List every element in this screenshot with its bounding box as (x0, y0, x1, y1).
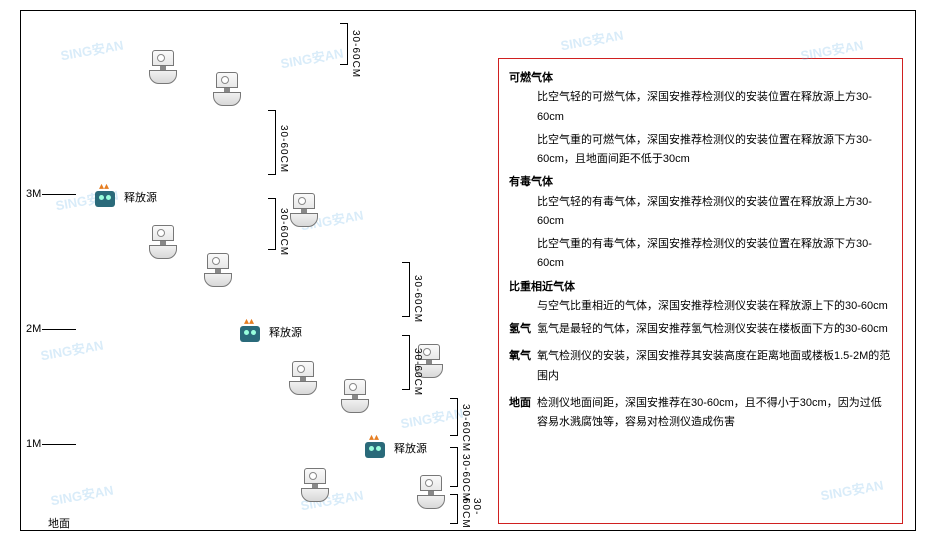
detector-icon (340, 379, 370, 413)
y-axis-label: 1M (26, 438, 41, 450)
dimension-bracket (340, 23, 348, 65)
dimension-label: 30-60CM (350, 30, 361, 78)
release-source-icon: ▴▴ (240, 318, 266, 344)
dimension-label: 30-60CM (278, 208, 289, 256)
info-row: 地面检测仪地面间距，深国安推荐在30-60cm，且不得小于30cm，因为过低容易… (509, 394, 892, 437)
ground-label: 地面 (48, 515, 70, 531)
detector-icon (148, 50, 178, 84)
dimension-bracket (402, 262, 410, 317)
info-inline-title: 氢气 (509, 320, 537, 343)
dimension-label: 30-60CM (460, 454, 471, 502)
info-panel: 可燃气体比空气轻的可燃气体，深国安推荐检测仪的安装位置在释放源上方30-60cm… (498, 58, 903, 524)
dimension-bracket (450, 494, 458, 524)
info-paragraph: 比空气轻的可燃气体，深国安推荐检测仪的安装位置在释放源上方30-60cm (537, 88, 892, 127)
dimension-label: 30-60CM (460, 404, 471, 452)
dimension-label: 30-60CM (460, 498, 482, 541)
dimension-bracket (450, 398, 458, 436)
detector-icon (289, 193, 319, 227)
y-axis-label: 3M (26, 188, 41, 200)
info-section-title: 有毒气体 (509, 173, 892, 192)
info-paragraph: 氢气是最轻的气体，深国安推荐氢气检测仪安装在楼板面下方的30-60cm (537, 320, 892, 339)
info-row: 氢气氢气是最轻的气体，深国安推荐氢气检测仪安装在楼板面下方的30-60cm (509, 320, 892, 343)
info-section-title: 比重相近气体 (509, 278, 892, 297)
release-source-label: 释放源 (124, 189, 157, 205)
info-row: 氧气氧气检测仪的安装，深国安推荐其安装高度在距离地面或楼板1.5-2M的范围内 (509, 347, 892, 390)
detector-icon (203, 253, 233, 287)
y-axis-tick (42, 444, 76, 445)
release-source-label: 释放源 (269, 324, 302, 340)
dimension-bracket (402, 335, 410, 390)
dimension-bracket (450, 447, 458, 487)
detector-icon (300, 468, 330, 502)
info-paragraph: 检测仪地面间距，深国安推荐在30-60cm，且不得小于30cm，因为过低容易水溅… (537, 394, 892, 433)
detector-icon (288, 361, 318, 395)
dimension-label: 30-60CM (412, 275, 423, 323)
detector-icon (212, 72, 242, 106)
info-paragraph: 比空气重的有毒气体，深国安推荐检测仪的安装位置在释放源下方30-60cm (537, 235, 892, 274)
dimension-label: 30-60CM (412, 348, 423, 396)
y-axis-label: 2M (26, 323, 41, 335)
info-section-title: 可燃气体 (509, 69, 892, 88)
release-source-icon: ▴▴ (365, 434, 391, 460)
info-paragraph: 与空气比重相近的气体，深国安推荐检测仪安装在释放源上下的30-60cm (537, 297, 892, 316)
info-paragraph: 比空气轻的有毒气体，深国安推荐检测仪的安装位置在释放源上方30-60cm (537, 193, 892, 232)
dimension-label: 30-60CM (278, 125, 289, 173)
dimension-bracket (268, 110, 276, 175)
y-axis-tick (42, 194, 76, 195)
info-paragraph: 比空气重的可燃气体，深国安推荐检测仪的安装位置在释放源下方30-60cm，且地面… (537, 131, 892, 170)
detector-icon (416, 475, 446, 509)
release-source-icon: ▴▴ (95, 183, 121, 209)
release-source-label: 释放源 (394, 440, 427, 456)
dimension-bracket (268, 198, 276, 250)
detector-icon (148, 225, 178, 259)
info-inline-title: 地面 (509, 394, 537, 437)
info-paragraph: 氧气检测仪的安装，深国安推荐其安装高度在距离地面或楼板1.5-2M的范围内 (537, 347, 892, 386)
y-axis-tick (42, 329, 76, 330)
info-inline-title: 氧气 (509, 347, 537, 390)
